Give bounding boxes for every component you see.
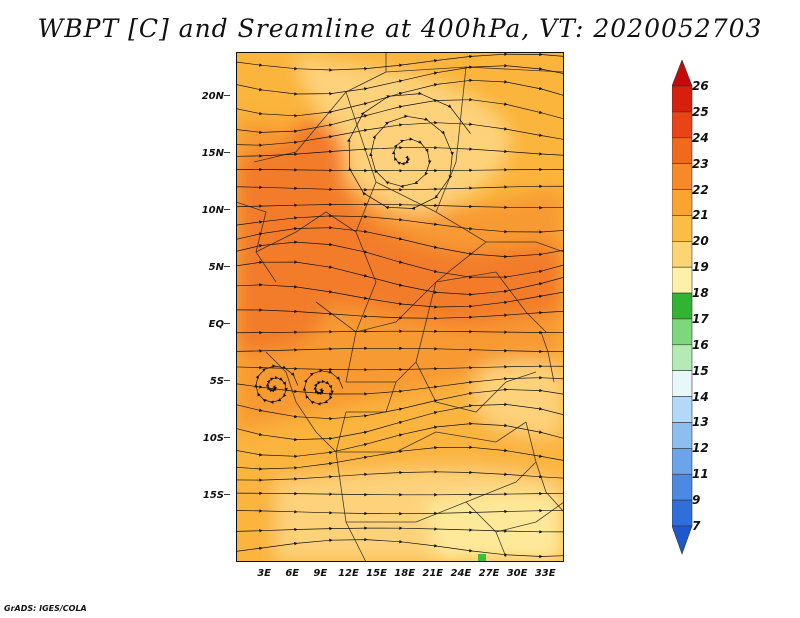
map-panel bbox=[236, 52, 564, 562]
colorbar-tick-label: 25 bbox=[692, 104, 709, 119]
colorbar-segment bbox=[672, 85, 693, 113]
lon-tick-label: 24E bbox=[450, 568, 472, 579]
colorbar-segment bbox=[672, 215, 693, 242]
lon-tick-label: 30E bbox=[506, 568, 528, 579]
colorbar-segment bbox=[672, 292, 693, 320]
colorbar-top-arrow bbox=[672, 60, 693, 87]
colorbar-tick-label: 14 bbox=[692, 389, 709, 404]
colorbar-tick-label: 19 bbox=[692, 260, 709, 275]
colorbar-segment bbox=[672, 266, 693, 294]
lon-tick-label: 27E bbox=[478, 568, 500, 579]
lat-tick-label: 15N─ bbox=[201, 147, 230, 159]
colorbar-segment bbox=[672, 370, 693, 397]
lon-tick-label: 21E bbox=[422, 568, 444, 579]
colorbar-tick-label: 21 bbox=[692, 208, 709, 223]
streamline bbox=[236, 491, 564, 497]
lat-tick-label: 10S─ bbox=[202, 432, 230, 444]
streamline bbox=[236, 283, 564, 309]
streamline bbox=[236, 537, 564, 559]
streamline bbox=[346, 91, 471, 210]
colorbar-tick-label: 22 bbox=[692, 182, 709, 197]
colorbar bbox=[672, 60, 693, 555]
colorbar-tick-label: 11 bbox=[692, 467, 709, 482]
colorbar-tick-label: 20 bbox=[692, 234, 709, 249]
colorbar-segment bbox=[672, 344, 693, 371]
colorbar-tick-label: 23 bbox=[692, 156, 709, 171]
streamline bbox=[236, 329, 564, 335]
colorbar-segment bbox=[672, 241, 693, 268]
lat-tick-label: 10N─ bbox=[201, 204, 230, 216]
colorbar-segment bbox=[672, 111, 693, 139]
colorbar-tick-label: 16 bbox=[692, 337, 709, 352]
colorbar-segment bbox=[672, 163, 693, 190]
streamline bbox=[302, 369, 344, 406]
streamline bbox=[236, 308, 564, 321]
streamline bbox=[236, 526, 564, 534]
colorbar-bottom-arrow bbox=[672, 525, 693, 555]
colorbar-tick-label: 18 bbox=[692, 286, 709, 301]
streamlines bbox=[236, 52, 564, 559]
colorbar-segment bbox=[672, 137, 693, 165]
colorbar-tick-label: 17 bbox=[692, 311, 709, 326]
colorbar-segment bbox=[672, 448, 693, 475]
colorbar-tick-label: 26 bbox=[692, 79, 709, 93]
lon-tick-label: 3E bbox=[257, 568, 272, 579]
colorbar-segment bbox=[672, 422, 693, 449]
streamline bbox=[236, 508, 564, 516]
colorbar-tick-label: 12 bbox=[692, 441, 709, 456]
colorbar-segment bbox=[672, 396, 693, 423]
streamline bbox=[254, 364, 299, 404]
colorbar-tick-label: 24 bbox=[692, 130, 709, 145]
colorbar-tick-label: 15 bbox=[692, 363, 709, 378]
colorbar-tick-label: 9 bbox=[692, 493, 701, 508]
streamline bbox=[236, 346, 564, 354]
streamline bbox=[236, 445, 564, 471]
lon-tick-label: 18E bbox=[394, 568, 416, 579]
lon-tick-label: 12E bbox=[338, 568, 359, 579]
colorbar-tick-label: 7 bbox=[692, 519, 701, 533]
lon-tick-label: 6E bbox=[285, 568, 300, 579]
lat-tick-label: 15S─ bbox=[202, 489, 230, 501]
colorbar-segment bbox=[672, 318, 693, 346]
lat-tick-label: 20N─ bbox=[201, 90, 230, 102]
lon-tick-label: 15E bbox=[366, 568, 387, 579]
wbpt-shading bbox=[236, 52, 564, 562]
colorbar-segment bbox=[672, 189, 693, 216]
lon-tick-label: 9E bbox=[313, 568, 328, 579]
lat-tick-label: 5N─ bbox=[208, 261, 230, 273]
lon-tick-label: 33E bbox=[534, 568, 556, 579]
lat-tick-label: EQ─ bbox=[208, 318, 230, 330]
credit-text: GrADS: IGES/COLA bbox=[4, 604, 87, 613]
colorbar-segment bbox=[672, 499, 693, 527]
lat-tick-label: 5S─ bbox=[209, 375, 230, 387]
chart-title: WBPT [C] and Sreamline at 400hPa, VT: 20… bbox=[37, 14, 763, 43]
streamline bbox=[236, 470, 564, 482]
colorbar-tick-label: 13 bbox=[692, 415, 709, 430]
colorbar-segment bbox=[672, 473, 693, 501]
